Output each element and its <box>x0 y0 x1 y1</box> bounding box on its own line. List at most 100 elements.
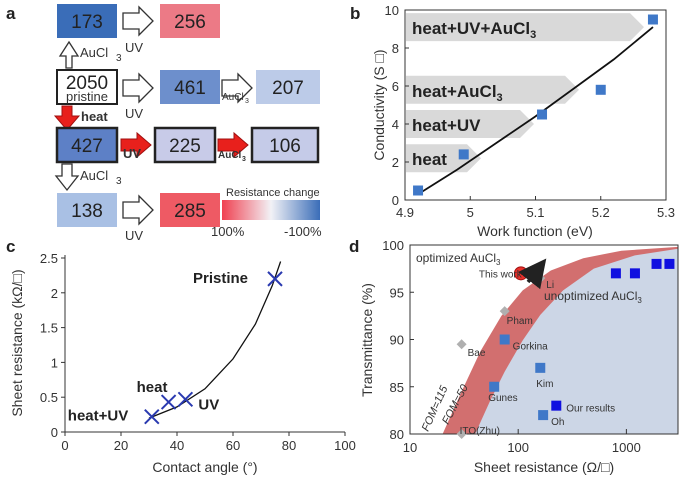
panel-c-label: c <box>6 237 15 256</box>
y-axis-label-d: Transmittance (%) <box>359 283 375 397</box>
y-tick-label-c: 1 <box>51 355 58 370</box>
y-tick-label-c: 2.5 <box>40 251 58 266</box>
x-tick-label-c: 0 <box>61 438 68 453</box>
box-106 <box>250 126 320 164</box>
box-2050-value: 2050 <box>66 73 108 94</box>
data-points-b <box>413 14 658 196</box>
box-285 <box>160 193 220 227</box>
data-point-c <box>267 271 283 287</box>
box-173-value: 173 <box>71 12 103 33</box>
x-tick-label-c: 60 <box>226 438 240 453</box>
panel-d: d 10 100 1000 80 85 90 95 100 This work Li Pham Ba… <box>349 237 679 475</box>
subscript-3: 3 <box>116 176 122 187</box>
point-label-c: UV <box>198 396 219 413</box>
x-axis-label-b: Work function (eV) <box>477 223 593 239</box>
y-tick-label-b: 10 <box>385 3 399 18</box>
hollow-arrow-icon <box>221 72 253 104</box>
box-2050-sub: pristine <box>66 89 108 104</box>
data-points-d: This work Li Pham Bae Gorkina Kim Gunes Our res… <box>456 258 675 439</box>
point-label-c: heat+UV <box>68 408 128 425</box>
y-tick-label-c: 2 <box>51 286 58 301</box>
y-tick-label-d: 80 <box>390 427 404 442</box>
point-label-d: Gorkina <box>513 342 548 353</box>
x-tick-label-b: 5.3 <box>657 205 675 220</box>
data-point-d <box>538 410 549 421</box>
y-tick-label-c: 0 <box>51 425 58 440</box>
x-tick-label-c: 40 <box>170 438 184 453</box>
data-point-d <box>535 362 546 373</box>
red-arrow-icon <box>120 131 152 159</box>
hollow-arrow-icon <box>122 194 154 226</box>
fit-curve-b <box>417 26 654 196</box>
box-225-value: 225 <box>169 136 201 157</box>
data-point-b <box>595 84 606 95</box>
point-label-d: Pham <box>507 316 533 327</box>
panel-a: a 173 UV 256 AuCl 3 2050 pristine UV 461… <box>6 4 322 243</box>
annotation-unoptimized: unoptimized AuCl3 <box>544 289 642 305</box>
hollow-down-arrow-icon <box>54 163 80 192</box>
x-axis-label-c: Contact angle (°) <box>152 459 257 475</box>
point-label-d: Our results <box>566 404 615 415</box>
y-tick-label-b: 2 <box>392 155 399 170</box>
legend-title: Resistance change <box>226 187 320 199</box>
point-label-d: This work <box>479 269 523 280</box>
subscript-3: 3 <box>116 53 122 64</box>
banner-arrow-icon <box>406 75 579 104</box>
y-tick-label-b: 6 <box>392 79 399 94</box>
point-label-d: Gunes <box>488 393 517 404</box>
x-tick-label-d: 100 <box>507 440 529 455</box>
box-427-value: 427 <box>71 136 103 157</box>
x-tick-label-b: 4.9 <box>396 205 414 220</box>
y-tick-label-b: 0 <box>392 193 399 208</box>
axis-ticks-b: 4.9 5 5.1 5.2 5.3 0 2 4 6 8 10 <box>385 3 676 220</box>
y-tick-label-c: 1.5 <box>40 321 58 336</box>
x-axis-label-d: Sheet resistance (Ω/□) <box>474 459 614 475</box>
banner-label: heat <box>412 150 447 169</box>
y-tick-label-c: 0.5 <box>40 390 58 405</box>
x-tick-label-c: 20 <box>114 438 128 453</box>
panel-a-label: a <box>6 4 16 23</box>
arrow-aucl3-label-3: AuCl <box>218 150 242 161</box>
subscript-3: 3 <box>242 156 246 163</box>
box-173 <box>57 4 117 38</box>
y-tick-label-d: 95 <box>390 285 404 300</box>
box-256-value: 256 <box>174 12 206 33</box>
panel-b: b heat+UV+AuCl3 heat+AuCl3 heat+UV heat 4.9… <box>350 3 675 239</box>
y-axis-label-b: Conductivity (S □) <box>371 49 387 160</box>
legend-right-label: -100% <box>284 224 322 239</box>
legend-gradient-bar <box>222 200 320 220</box>
panel-d-label: d <box>349 237 359 256</box>
hollow-up-arrow-icon <box>58 40 80 69</box>
y-tick-label-b: 4 <box>392 117 399 132</box>
box-106-value: 106 <box>269 136 301 157</box>
fit-curve-c <box>148 261 282 419</box>
point-label-d: ITO(Zhu) <box>460 426 500 437</box>
legend-left-label: 100% <box>211 224 245 239</box>
x-tick-label-d: 1000 <box>612 440 641 455</box>
annotation-optimized: optimized AuCl3 <box>416 251 501 267</box>
point-label-d: Li <box>546 280 554 291</box>
box-461 <box>160 70 220 104</box>
subscript-3: 3 <box>245 98 249 105</box>
x-tick-label-b: 5.1 <box>526 205 544 220</box>
axis-ticks-d: 10 100 1000 80 85 90 95 100 <box>382 238 641 455</box>
data-point-d <box>456 429 467 439</box>
box-207 <box>256 70 320 104</box>
box-2050 <box>56 69 118 105</box>
red-arrow-icon <box>217 131 249 159</box>
panel-b-label: b <box>350 4 360 23</box>
banner-label: heat+AuCl3 <box>412 82 503 104</box>
data-point-b <box>537 109 548 120</box>
point-label-d: Oh <box>551 417 564 428</box>
point-label-d: Bae <box>468 348 486 359</box>
arrow-uv-label-4: UV <box>125 228 143 243</box>
data-point-unoptimized <box>651 258 662 269</box>
data-point-d <box>551 400 562 411</box>
arrow-heat-label: heat <box>81 109 108 124</box>
box-461-value: 461 <box>174 78 206 99</box>
arrow-uv-label-2: UV <box>125 106 143 121</box>
x-tick-label-c: 100 <box>334 438 356 453</box>
data-point-c <box>160 394 177 410</box>
panel-c: c 0 20 40 60 80 100 0 0.5 1 1.5 2 2.5 heat+UV heat UV… <box>6 237 356 475</box>
data-point-d <box>456 339 467 350</box>
